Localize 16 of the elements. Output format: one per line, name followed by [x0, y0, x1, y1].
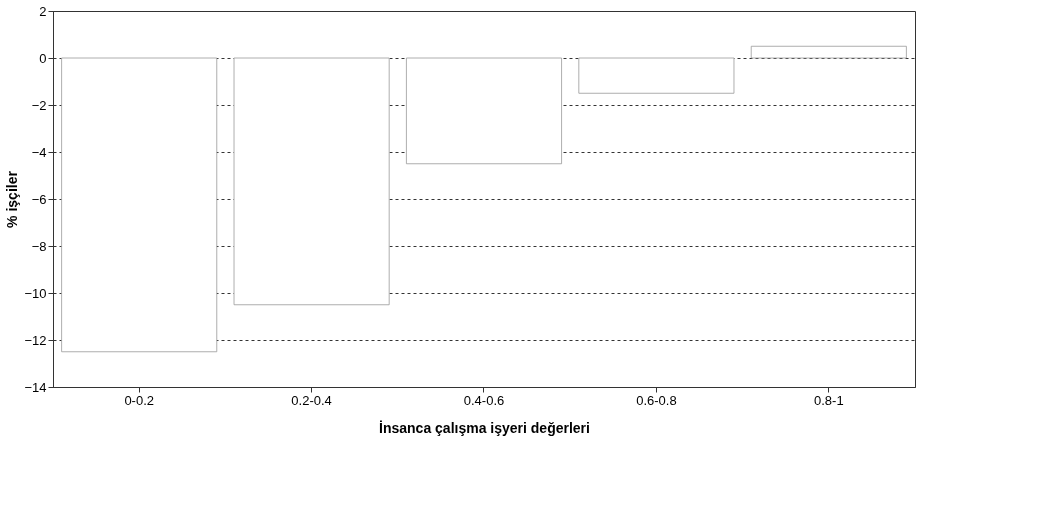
y-tick-label: −14	[24, 379, 47, 395]
y-tick-label: −6	[31, 191, 47, 207]
y-tick-label: −2	[31, 97, 47, 113]
x-axis-title: İnsanca çalışma işyeri değerleri	[379, 419, 590, 436]
y-axis-title: % işçiler	[4, 170, 21, 228]
y-tick-label: −12	[24, 332, 47, 348]
y-tick-label: −8	[31, 238, 47, 254]
x-tick-label: 0.8-1	[813, 392, 844, 408]
x-tick-label: 0.4-0.6	[463, 392, 505, 408]
y-tick-label: 0	[39, 50, 47, 66]
y-tick-label: −10	[24, 285, 47, 301]
x-tick-label: 0.6-0.8	[636, 392, 677, 408]
x-tick-label: 0-0.2	[124, 392, 155, 408]
x-tick-label: 0.2-0.4	[291, 392, 332, 408]
y-tick-label: −4	[31, 144, 47, 160]
y-tick-label: 2	[39, 3, 47, 19]
